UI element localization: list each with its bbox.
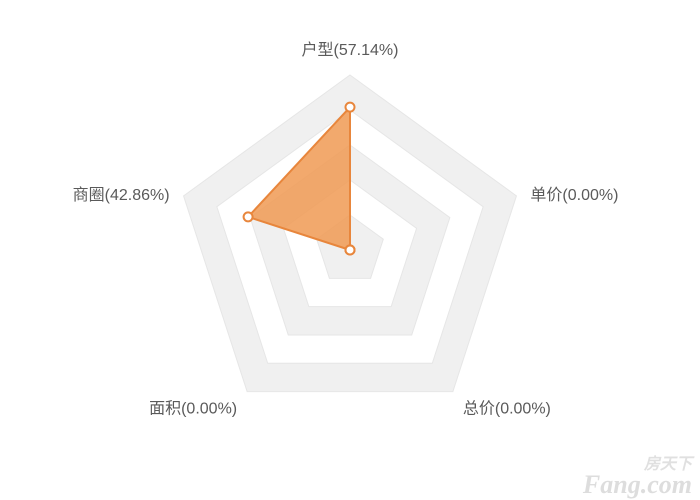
radar-vertex-marker	[244, 212, 253, 221]
radar-vertex-marker	[346, 103, 355, 112]
radar-vertex-marker	[346, 246, 355, 255]
radar-axis-label-danjia: 单价(0.00%)	[530, 186, 618, 204]
radar-axis-label-shangquan: 商圈(42.86%)	[73, 186, 170, 204]
radar-axis-label-huxing: 户型(57.14%)	[302, 41, 399, 59]
radar-axis-label-mianji: 面积(0.00%)	[149, 400, 237, 418]
radar-axis-label-zongjia: 总价(0.00%)	[463, 400, 551, 418]
radar-chart: 户型(57.14%) 单价(0.00%) 总价(0.00%) 面积(0.00%) 商圈(…	[0, 0, 700, 500]
